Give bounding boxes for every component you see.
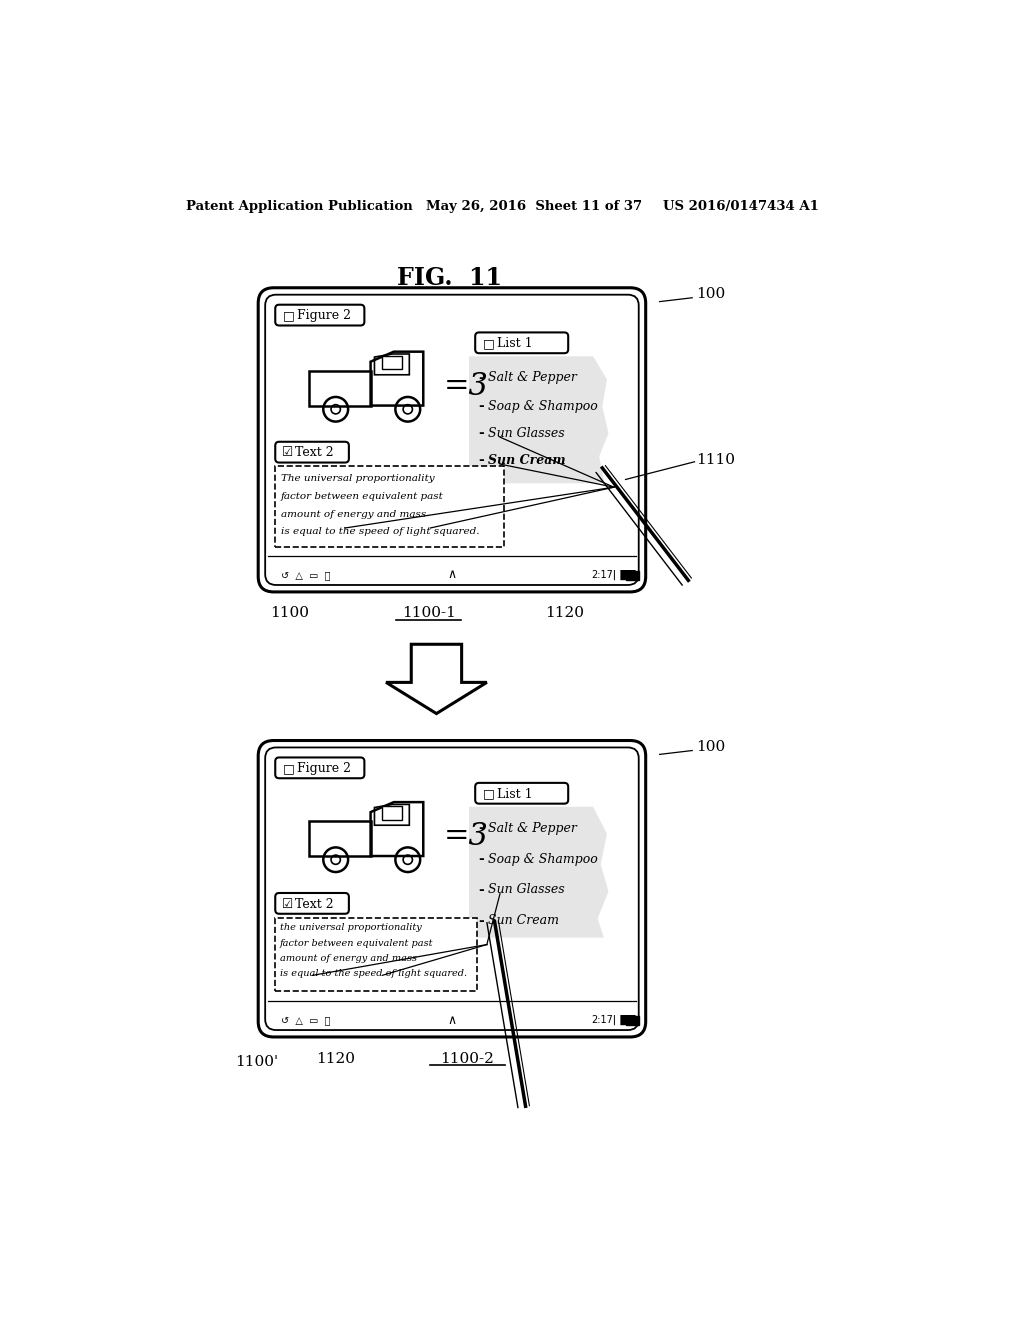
FancyBboxPatch shape [275, 892, 349, 913]
Text: is equal to the speed of light squared.: is equal to the speed of light squared. [281, 528, 479, 536]
Text: =3: =3 [444, 821, 489, 853]
Text: 1120: 1120 [316, 1052, 355, 1065]
Text: -: - [478, 913, 484, 928]
Text: -: - [478, 821, 484, 836]
Text: ∧: ∧ [447, 569, 457, 582]
Text: Figure 2: Figure 2 [297, 762, 351, 775]
FancyBboxPatch shape [275, 466, 504, 548]
Text: amount of energy and mass: amount of energy and mass [280, 954, 417, 962]
FancyBboxPatch shape [275, 917, 477, 991]
Text: Soap & Shampoo: Soap & Shampoo [487, 400, 597, 413]
Text: Text 2: Text 2 [295, 898, 334, 911]
Text: List 1: List 1 [497, 788, 532, 800]
FancyBboxPatch shape [258, 741, 646, 1038]
Text: Sun Glasses: Sun Glasses [487, 883, 564, 896]
Text: US 2016/0147434 A1: US 2016/0147434 A1 [663, 199, 818, 213]
FancyBboxPatch shape [627, 1016, 639, 1026]
Text: □: □ [283, 762, 295, 775]
Text: 1120: 1120 [545, 606, 584, 620]
Text: Sun Cream: Sun Cream [487, 454, 565, 467]
Text: 1100-2: 1100-2 [440, 1052, 495, 1065]
Text: the universal proportionality: the universal proportionality [280, 923, 422, 932]
Text: 1100: 1100 [270, 606, 309, 620]
Text: 100: 100 [696, 286, 725, 301]
Text: Salt & Pepper: Salt & Pepper [487, 822, 577, 834]
Text: factor between equivalent past: factor between equivalent past [280, 939, 433, 948]
Text: □: □ [483, 337, 495, 350]
Text: -: - [478, 371, 484, 385]
Text: -: - [478, 883, 484, 896]
Text: ▏██: ▏██ [613, 570, 636, 579]
Text: Patent Application Publication: Patent Application Publication [186, 199, 413, 213]
Text: factor between equivalent past: factor between equivalent past [281, 492, 443, 500]
Text: -: - [478, 453, 484, 467]
Text: ↺  △  ▭  ⎕: ↺ △ ▭ ⎕ [282, 570, 331, 579]
Text: 2:17: 2:17 [592, 1015, 613, 1026]
Text: 1110: 1110 [696, 453, 735, 467]
Text: The universal proportionality: The universal proportionality [281, 474, 434, 483]
Polygon shape [469, 807, 608, 937]
FancyBboxPatch shape [475, 783, 568, 804]
FancyBboxPatch shape [627, 572, 639, 581]
Text: Sun Glasses: Sun Glasses [487, 426, 564, 440]
Text: ▏██: ▏██ [613, 1015, 636, 1026]
Text: -: - [478, 426, 484, 441]
Polygon shape [386, 644, 486, 714]
FancyBboxPatch shape [275, 758, 365, 779]
FancyBboxPatch shape [475, 333, 568, 354]
FancyBboxPatch shape [275, 305, 365, 326]
Text: 1100': 1100' [234, 1056, 279, 1069]
Text: =3: =3 [444, 371, 489, 401]
Text: List 1: List 1 [497, 337, 532, 350]
Text: May 26, 2016  Sheet 11 of 37: May 26, 2016 Sheet 11 of 37 [426, 199, 642, 213]
Text: Soap & Shampoo: Soap & Shampoo [487, 853, 597, 866]
Text: is equal to the speed of light squared.: is equal to the speed of light squared. [280, 969, 467, 978]
Text: -: - [478, 853, 484, 866]
Polygon shape [469, 356, 608, 483]
Text: ☑: ☑ [282, 898, 293, 911]
Text: FIG.  11: FIG. 11 [397, 265, 502, 290]
Text: Sun Cream: Sun Cream [487, 915, 559, 927]
Text: Figure 2: Figure 2 [297, 309, 351, 322]
Text: 2:17: 2:17 [592, 570, 613, 579]
FancyBboxPatch shape [382, 355, 401, 370]
Text: 1100-1: 1100-1 [401, 606, 456, 620]
FancyBboxPatch shape [258, 288, 646, 591]
Text: □: □ [483, 788, 495, 800]
Text: amount of energy and mass: amount of energy and mass [281, 510, 426, 519]
FancyBboxPatch shape [275, 442, 349, 462]
Text: ☑: ☑ [282, 446, 293, 459]
Text: Text 2: Text 2 [295, 446, 334, 459]
Text: 100: 100 [696, 739, 725, 754]
Text: □: □ [283, 309, 295, 322]
FancyBboxPatch shape [265, 747, 639, 1030]
Text: Salt & Pepper: Salt & Pepper [487, 371, 577, 384]
Text: -: - [478, 400, 484, 413]
FancyBboxPatch shape [382, 807, 401, 820]
Text: ∧: ∧ [447, 1014, 457, 1027]
Text: ↺  △  ▭  ⎕: ↺ △ ▭ ⎕ [282, 1015, 331, 1026]
FancyBboxPatch shape [265, 294, 639, 585]
